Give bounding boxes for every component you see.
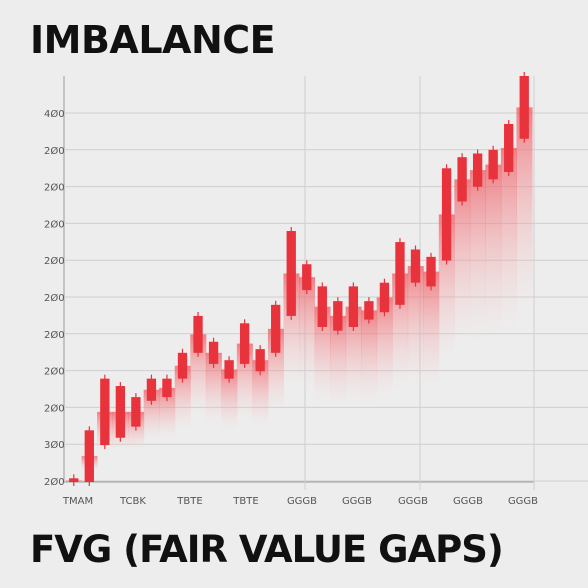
y-tick-label: 2Ø0 [44, 145, 65, 157]
bar [426, 256, 436, 287]
bar [519, 76, 529, 139]
chart-subtitle: FVG (FAIR VALUE GAPS) [30, 528, 504, 571]
fvg-fill [376, 297, 393, 399]
fvg-fill [190, 334, 207, 416]
y-tick-label: 2Ø0 [44, 182, 65, 194]
fvg-fill [485, 164, 502, 340]
bar [100, 378, 110, 446]
fvg-fill [252, 360, 269, 428]
y-tick-label: 2Ø0 [44, 476, 65, 488]
bar [379, 282, 390, 313]
fvg-fill [159, 387, 176, 440]
y-tick-label: 2Ø0 [44, 218, 65, 230]
x-tick-label: TBTE [232, 496, 258, 507]
y-tick-labels: 4Ø0 2Ø0 2Ø0 2Ø0 2Ø0 2Ø0 2Ø0 2Ø0 2Ø0 3Ø0 2Ø0 [44, 108, 65, 488]
bar [317, 286, 327, 327]
bar [286, 231, 296, 316]
fvg-fill [330, 315, 347, 408]
bar [348, 286, 359, 327]
x-tick-label: GGGB [508, 496, 538, 507]
x-tick-label: GGGB [398, 496, 428, 507]
y-tick-label: 2Ø0 [44, 329, 65, 341]
bar [208, 341, 219, 364]
x-tick-labels: TMAM TCBK TBTE TBTE GGGB GGGB GGGB GGGB GGGB [62, 496, 538, 507]
bar [224, 360, 234, 379]
bar [488, 149, 498, 180]
bar [131, 397, 141, 427]
fvg-fill [299, 277, 316, 390]
fvg-fill [221, 369, 238, 432]
bar [271, 304, 281, 353]
bar [395, 242, 405, 305]
bar [69, 478, 79, 482]
bar [193, 315, 203, 353]
fvg-fill [407, 266, 424, 385]
bar [457, 157, 467, 202]
x-tick-label: GGGB [453, 496, 483, 507]
y-tick-label: 3Ø0 [44, 439, 65, 451]
x-tick-label: GGGB [287, 496, 317, 507]
bar [333, 301, 343, 331]
fvg-fill [314, 306, 331, 404]
x-tick-label: TMAM [62, 496, 93, 507]
fvg-fill [469, 170, 486, 342]
bar [472, 153, 483, 187]
y-tick-label: 2Ø0 [44, 255, 65, 267]
bars-layer [69, 72, 529, 486]
bar [364, 301, 374, 320]
bar [162, 378, 172, 398]
bar [441, 168, 452, 261]
y-tick-label: 2Ø0 [44, 292, 65, 304]
fvg-fill [423, 271, 440, 388]
y-tick-label: 4Ø0 [44, 108, 65, 120]
x-tick-label: TCBK [119, 496, 146, 507]
bar [146, 378, 157, 401]
bar [255, 349, 265, 372]
fvg-fill [516, 107, 533, 314]
y-tick-label: 2Ø0 [44, 366, 65, 378]
y-tick-label: 2Ø0 [44, 402, 65, 414]
fvg-fill [143, 389, 160, 441]
bar [177, 352, 188, 379]
fvg-fill [361, 310, 378, 405]
x-tick-label: TBTE [176, 496, 202, 507]
bar [302, 264, 312, 291]
bar [84, 430, 94, 482]
fvg-fill [454, 179, 471, 346]
fvg-fill [345, 306, 362, 404]
bar [115, 386, 126, 438]
chart-title: IMBALANCE [30, 18, 276, 62]
x-tick-label: GGGB [342, 496, 372, 507]
fvg-fill [500, 147, 517, 332]
bar [410, 249, 421, 283]
bar [504, 123, 514, 172]
fvg-fill [174, 365, 191, 430]
bar [239, 323, 250, 364]
fvg-fill [205, 352, 222, 424]
